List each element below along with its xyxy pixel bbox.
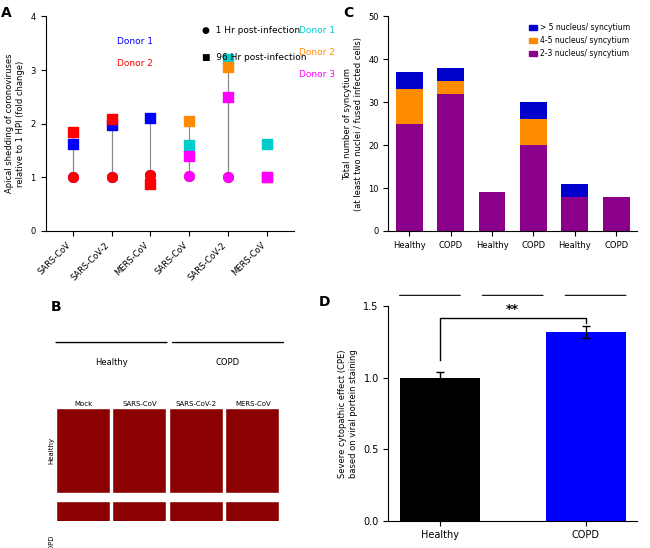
Bar xyxy=(562,197,588,231)
Bar xyxy=(562,184,588,197)
Point xyxy=(145,180,155,189)
FancyBboxPatch shape xyxy=(113,502,166,548)
FancyBboxPatch shape xyxy=(113,409,166,493)
Text: Healthy: Healthy xyxy=(95,357,128,367)
Bar xyxy=(520,119,547,145)
Point xyxy=(184,151,194,160)
Bar xyxy=(545,332,626,521)
Point xyxy=(262,173,272,182)
Point xyxy=(184,117,194,125)
Point xyxy=(223,63,233,72)
Text: **: ** xyxy=(506,303,519,316)
Text: Donor 3: Donor 3 xyxy=(299,70,335,79)
FancyBboxPatch shape xyxy=(226,502,280,548)
Bar xyxy=(396,89,422,124)
FancyBboxPatch shape xyxy=(57,409,110,493)
Point xyxy=(262,140,272,149)
Y-axis label: Severe cytopathic effect (CPE)
based on viral portein staining: Severe cytopathic effect (CPE) based on … xyxy=(339,349,358,478)
Bar xyxy=(603,197,630,231)
Text: Donor 2: Donor 2 xyxy=(117,59,153,68)
Text: SARS-CoV: SARS-CoV xyxy=(122,401,157,407)
Text: ■  96 Hr post-infection: ■ 96 Hr post-infection xyxy=(202,53,306,62)
Point xyxy=(184,141,194,150)
Point xyxy=(68,127,78,136)
Bar xyxy=(437,68,464,81)
FancyBboxPatch shape xyxy=(57,502,110,548)
Text: Healthy: Healthy xyxy=(49,437,55,464)
Point xyxy=(107,115,117,123)
Text: Donor 2: Donor 2 xyxy=(299,48,335,57)
Bar xyxy=(396,124,422,231)
Text: Mock: Mock xyxy=(74,401,92,407)
Text: ●  1 Hr post-infection: ● 1 Hr post-infection xyxy=(202,26,300,35)
Text: SARS-CoV-2: SARS-CoV-2 xyxy=(408,310,452,319)
Bar xyxy=(478,192,506,231)
Point xyxy=(68,140,78,149)
FancyBboxPatch shape xyxy=(226,409,280,493)
Text: Donor 1: Donor 1 xyxy=(117,37,153,46)
Text: MERS-CoV: MERS-CoV xyxy=(235,401,270,407)
Text: C: C xyxy=(344,5,354,20)
Text: MERS-CoV: MERS-CoV xyxy=(493,310,532,319)
Text: A: A xyxy=(1,5,12,20)
Y-axis label: Apical shedding of coronoviruses
relative to 1 HPI (fold change): Apical shedding of coronoviruses relativ… xyxy=(5,54,25,193)
Point xyxy=(223,55,233,64)
Text: COPD: COPD xyxy=(49,534,55,548)
Bar xyxy=(437,94,464,231)
Point xyxy=(107,121,117,130)
Bar xyxy=(437,81,464,94)
Text: SARS-CoV: SARS-CoV xyxy=(577,310,615,319)
Text: COPD: COPD xyxy=(216,357,240,367)
Text: B: B xyxy=(51,300,61,313)
FancyBboxPatch shape xyxy=(170,502,223,548)
Bar xyxy=(396,72,422,89)
Point xyxy=(223,93,233,101)
Bar xyxy=(520,102,547,119)
FancyBboxPatch shape xyxy=(170,409,223,493)
Text: SARS-CoV-2: SARS-CoV-2 xyxy=(176,401,217,407)
Bar xyxy=(400,378,480,521)
Bar xyxy=(520,145,547,231)
Text: Donor 1: Donor 1 xyxy=(299,26,335,35)
Legend: > 5 nucleus/ syncytium, 4-5 nucleus/ syncytium, 2-3 nucleus/ syncytium: > 5 nucleus/ syncytium, 4-5 nucleus/ syn… xyxy=(526,20,633,61)
Point xyxy=(262,173,272,182)
Y-axis label: Total number of syncytium
(at least two nuclei / fused infected cells): Total number of syncytium (at least two … xyxy=(343,37,363,211)
Text: D: D xyxy=(319,295,330,309)
Point xyxy=(145,114,155,123)
